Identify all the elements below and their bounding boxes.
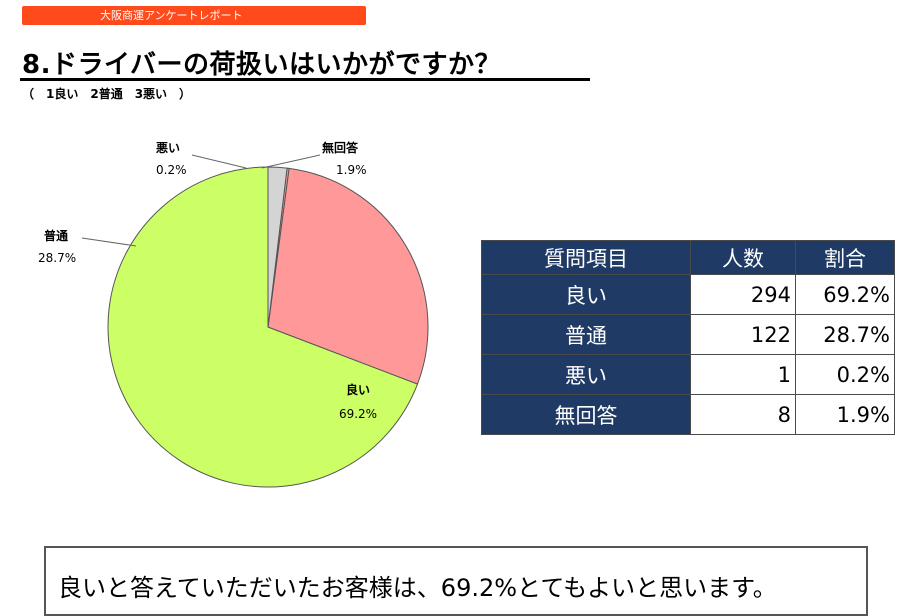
row-label: 普通: [481, 314, 691, 355]
row-label: 無回答: [481, 394, 691, 435]
row-count: 122: [690, 314, 796, 355]
answer-options: （ 1良い 2普通 3悪い ）: [22, 87, 192, 101]
leader-line-2: [191, 154, 247, 169]
table-row: 普通 122 28.7%: [481, 314, 895, 355]
row-ratio: 28.7%: [795, 314, 895, 355]
slice-value-label-1: 28.7%: [38, 251, 76, 265]
row-count: 1: [690, 354, 796, 395]
slice-name-label-0: 良い: [346, 382, 370, 397]
slice-value-label-2: 0.2%: [156, 163, 187, 177]
table-row: 良い 294 69.2%: [481, 274, 895, 315]
table-row: 悪い 1 0.2%: [481, 354, 895, 395]
slice-name-label-1: 普通: [44, 228, 68, 243]
pie-chart: 良い 69.2% 普通 28.7% 悪い 0.2% 無回答 1.9%: [38, 140, 429, 488]
comment-text: 良いと答えていただいたお客様は、69.2%とてもよいと思います。: [58, 574, 777, 602]
pie-slice-0: [107, 166, 419, 488]
table-header-row: 質問項目 人数 割合: [481, 240, 895, 275]
header-count: 人数: [690, 240, 796, 275]
slice-name-label-3: 無回答: [322, 140, 359, 155]
table-row: 無回答 8 1.9%: [481, 394, 895, 435]
pie-slice-1: [267, 167, 429, 385]
comment-box: 良いと答えていただいたお客様は、69.2%とてもよいと思います。: [44, 546, 868, 616]
leader-line-3: [261, 154, 321, 169]
row-label: 悪い: [481, 354, 691, 395]
header-item: 質問項目: [481, 240, 691, 275]
results-table: 質問項目 人数 割合 良い 294 69.2% 普通 122 28.7% 悪い …: [481, 240, 895, 435]
question-title: 8.ドライバーの荷扱いはいかがですか？: [22, 50, 501, 80]
slice-value-label-3: 1.9%: [336, 163, 367, 177]
row-ratio: 0.2%: [795, 354, 895, 395]
row-count: 294: [690, 274, 796, 315]
report-banner: 大阪商運アンケートレポート: [22, 6, 366, 25]
row-ratio: 1.9%: [795, 394, 895, 435]
row-count: 8: [690, 394, 796, 435]
slice-value-label-0: 69.2%: [339, 407, 377, 421]
leader-line-1: [81, 237, 137, 247]
slice-name-label-2: 悪い: [156, 141, 180, 155]
title-underline: [20, 78, 590, 81]
row-label: 良い: [481, 274, 691, 315]
header-ratio: 割合: [795, 240, 895, 275]
row-ratio: 69.2%: [795, 274, 895, 315]
